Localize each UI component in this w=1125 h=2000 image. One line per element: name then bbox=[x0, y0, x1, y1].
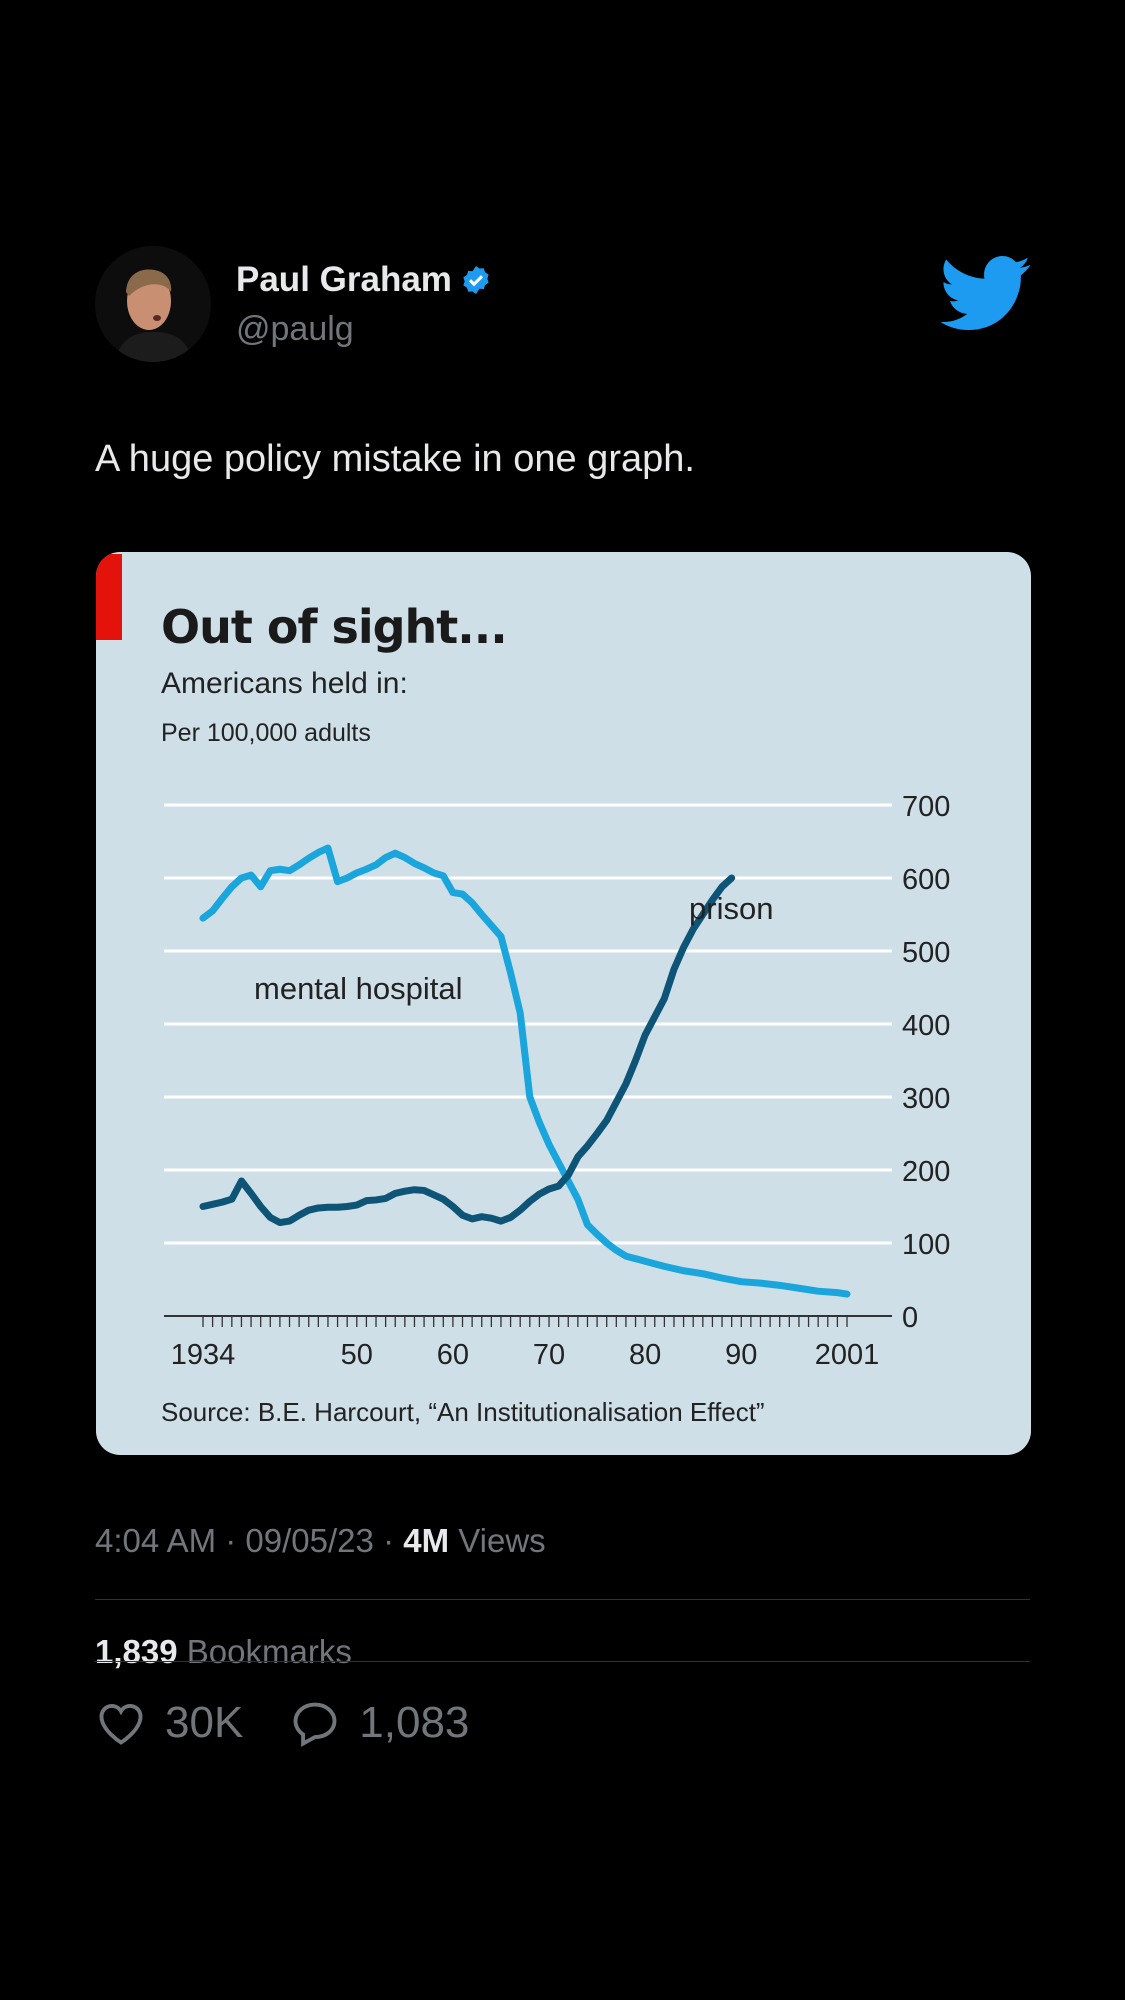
bookmarks-stat[interactable]: 1,839 Bookmarks bbox=[95, 1633, 352, 1671]
x-tick-label: 1934 bbox=[171, 1339, 236, 1371]
series-line-prison bbox=[199, 874, 736, 1227]
x-tick-label: 2001 bbox=[815, 1339, 880, 1371]
bookmarks-label: Bookmarks bbox=[186, 1633, 352, 1670]
twitter-bird-icon bbox=[940, 256, 1031, 331]
series-label: prison bbox=[689, 891, 773, 926]
tweet-text: A huge policy mistake in one graph. bbox=[95, 438, 695, 480]
y-tick-label: 400 bbox=[902, 1010, 950, 1042]
author-handle[interactable]: @paulg bbox=[236, 310, 354, 348]
y-tick-label: 300 bbox=[902, 1083, 950, 1115]
y-tick-label: 100 bbox=[902, 1229, 950, 1261]
chart-title: Out of sight... bbox=[161, 600, 508, 654]
y-tick-label: 500 bbox=[902, 937, 950, 969]
x-tick-label: 50 bbox=[341, 1339, 373, 1371]
x-tick-label: 60 bbox=[437, 1339, 469, 1371]
y-tick-label: 600 bbox=[902, 864, 950, 896]
separator: · bbox=[383, 1522, 395, 1559]
y-tick-label: 200 bbox=[902, 1156, 950, 1188]
x-tick-label: 80 bbox=[629, 1339, 661, 1371]
series-line-mental-hospital bbox=[199, 844, 851, 1298]
like-count: 30K bbox=[165, 1698, 244, 1747]
bookmarks-count: 1,839 bbox=[95, 1633, 178, 1670]
author-name[interactable]: Paul Graham bbox=[236, 260, 452, 299]
series-label: mental hospital bbox=[254, 971, 463, 1006]
views-count: 4M bbox=[403, 1522, 450, 1559]
reply-bubble-icon bbox=[293, 1702, 337, 1747]
chart-unit: Per 100,000 adults bbox=[161, 719, 371, 747]
y-tick-label: 700 bbox=[902, 791, 950, 823]
like-button[interactable]: 30K bbox=[95, 1698, 243, 1748]
chart-source: Source: B.E. Harcourt, “An Institutional… bbox=[161, 1397, 765, 1427]
x-tick-label: 90 bbox=[725, 1339, 757, 1371]
line-chart: 0 100 200 300 400 500 600 700 1934 50 60 70 80 90 2001… bbox=[164, 791, 950, 1371]
heart-icon bbox=[99, 1704, 143, 1745]
tweet-time[interactable]: 4:04 AM bbox=[95, 1522, 217, 1559]
chart-image[interactable]: Out of sight... Americans held in: Per 1… bbox=[96, 552, 1031, 1455]
tweet-date[interactable]: 09/05/23 bbox=[245, 1522, 374, 1559]
reply-button[interactable]: 1,083 bbox=[289, 1698, 469, 1748]
profile-photo bbox=[95, 246, 211, 362]
tweet-meta: 4:04 AM · 09/05/23 · 4M Views bbox=[95, 1522, 546, 1560]
tweet-actions: 30K 1,083 bbox=[95, 1698, 515, 1748]
divider bbox=[95, 1661, 1030, 1662]
x-tick-label: 70 bbox=[533, 1339, 565, 1371]
separator: · bbox=[225, 1522, 237, 1559]
divider bbox=[95, 1599, 1030, 1600]
verified-badge-icon bbox=[463, 266, 489, 294]
views-label: Views bbox=[458, 1522, 546, 1559]
chart-subtitle: Americans held in: bbox=[161, 667, 408, 700]
y-tick-label: 0 bbox=[902, 1302, 918, 1334]
avatar[interactable] bbox=[95, 246, 211, 362]
accent-bar bbox=[96, 554, 122, 640]
author-name-row: Paul Graham bbox=[236, 260, 492, 300]
reply-count: 1,083 bbox=[359, 1698, 470, 1747]
